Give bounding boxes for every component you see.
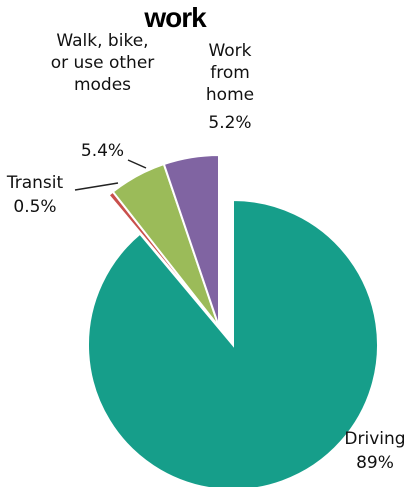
slice-value-label: 5.4% (80, 141, 125, 161)
slice-value-label: 89% (356, 453, 394, 473)
chart-title: work (144, 2, 206, 33)
slice-label: Transit (6, 173, 64, 193)
pie-slice (87, 198, 379, 487)
slice-value-label: 0.5% (13, 197, 57, 217)
slice-value-label: 5.2% (208, 113, 252, 133)
slice-label: Walk, bike, or use other modes (50, 31, 155, 95)
slice-label: Work from home (205, 41, 255, 105)
leader-line (127, 159, 147, 169)
leader-line (74, 182, 119, 191)
slice-label: Driving (344, 429, 406, 449)
pie-slice (162, 153, 220, 328)
